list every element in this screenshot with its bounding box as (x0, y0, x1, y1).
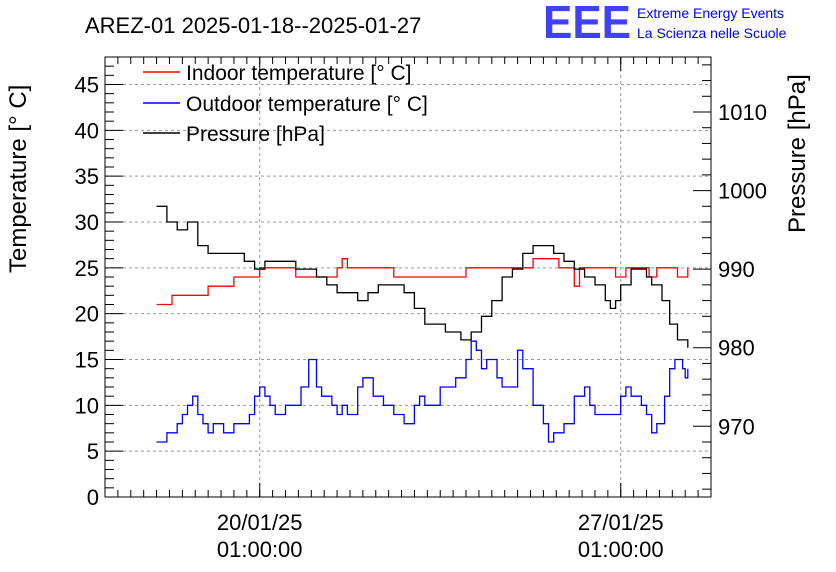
x-tick-label-date: 27/01/25 (578, 510, 664, 535)
series-line-0 (156, 258, 689, 306)
y-left-axis-label: Temperature [° C] (5, 85, 32, 273)
y-left-tick-label: 25 (75, 256, 99, 281)
legend-label-outdoor: Outdoor temperature [° C] (186, 93, 428, 116)
logo-line-2: La Scienza nelle Scuole (637, 25, 787, 41)
y-right-tick-label: 1000 (718, 179, 767, 204)
y-right-tick-label: 970 (718, 414, 755, 439)
series-line-2 (156, 205, 689, 348)
y-right-tick-label: 990 (718, 257, 755, 282)
y-right-tick-label: 1010 (718, 100, 767, 125)
legend-label-indoor: Indoor temperature [° C] (186, 62, 412, 85)
chart-title: AREZ-01 2025-01-18--2025-01-27 (85, 13, 421, 38)
y-left-tick-label: 30 (75, 210, 99, 235)
series (156, 205, 689, 443)
y-right-tick-label: 980 (718, 336, 755, 361)
y-left-tick-label: 35 (75, 164, 99, 189)
y-left-tick-label: 5 (87, 439, 99, 464)
logo-line-1: Extreme Energy Events (637, 5, 784, 21)
y-left-tick-label: 20 (75, 302, 99, 327)
x-tick-label-time: 01:00:00 (578, 537, 664, 562)
eee-logo: EEE Extreme Energy Events La Scienza nel… (543, 0, 787, 48)
y-left-tick-label: 45 (75, 73, 99, 98)
series-line-1 (156, 340, 689, 443)
y-right-axis-label: Pressure [hPa] (784, 74, 811, 233)
axes: 0 5 10 15 20 25 30 35 40 45 970 980 990 1000 1010 20/01… (75, 56, 767, 562)
legend-label-pressure: Pressure [hPa] (186, 123, 325, 146)
y-left-tick-label: 10 (75, 393, 99, 418)
y-left-tick-label: 40 (75, 118, 99, 143)
y-left-tick-label: 15 (75, 348, 99, 373)
x-tick-label-time: 01:00:00 (217, 537, 303, 562)
y-left-tick-label: 0 (87, 485, 99, 510)
logo-mark: EEE (543, 0, 631, 48)
legend: Indoor temperature [° C] Outdoor tempera… (143, 62, 428, 146)
x-tick-label-date: 20/01/25 (217, 510, 303, 535)
